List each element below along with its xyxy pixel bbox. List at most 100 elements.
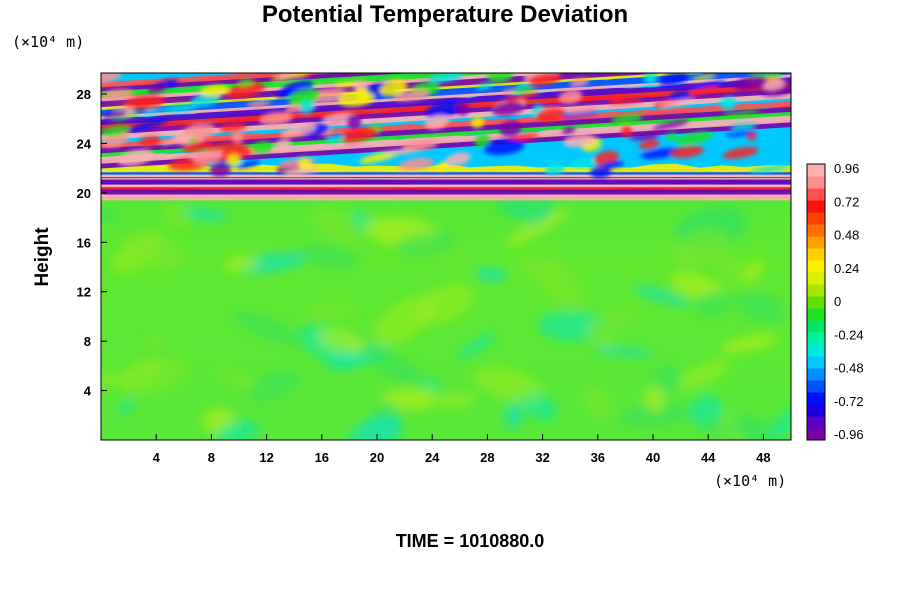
colorbar-swatch — [807, 284, 825, 297]
lower-swirl — [319, 328, 364, 354]
x-tick-label: 40 — [646, 450, 660, 465]
colorbar-swatch — [807, 212, 825, 225]
wave-blob — [658, 73, 689, 86]
colorbar-tick-label: -0.48 — [834, 361, 864, 376]
wave-blob — [669, 90, 692, 101]
colorbar-swatch — [807, 404, 825, 417]
boundary-stripe — [101, 174, 791, 178]
wave-band — [101, 73, 791, 116]
lower-swirl — [720, 333, 778, 353]
wave-blob — [101, 125, 131, 137]
lower-swirl — [121, 233, 185, 271]
colorbar-swatch — [807, 380, 825, 393]
wave-blob — [437, 161, 449, 171]
y-tick-label: 4 — [84, 384, 92, 399]
lower-swirl — [714, 254, 762, 291]
wave-blob — [563, 134, 596, 148]
wave-blob — [569, 78, 590, 87]
wave-blob — [491, 101, 525, 116]
lower-swirl — [142, 334, 167, 348]
wave-blob — [512, 86, 535, 94]
lower-swirl — [119, 357, 189, 396]
wave-blob — [475, 83, 494, 90]
wave-blob — [675, 131, 714, 145]
wave-band — [101, 73, 255, 83]
colorbar-swatch — [807, 308, 825, 321]
colorbar-tick-label: -0.72 — [834, 394, 864, 409]
lower-swirl — [770, 407, 791, 437]
wave-blob — [425, 101, 462, 119]
wave-blob — [251, 141, 274, 154]
wave-blob — [339, 126, 378, 143]
colorbar-swatch — [807, 428, 825, 441]
wave-blob — [425, 115, 450, 130]
colorbar-swatch — [807, 260, 825, 273]
colorbar-swatch — [807, 248, 825, 261]
lower-swirl — [304, 303, 357, 318]
colorbar-swatch — [807, 224, 825, 237]
lower-swirl — [233, 312, 305, 346]
wave-blob — [270, 73, 312, 81]
time-label: TIME = 1010880.0 — [395, 531, 545, 551]
wave-blob — [527, 73, 562, 86]
wave-blob — [499, 120, 522, 137]
colorbar-tick-label: -0.24 — [834, 327, 864, 342]
wave-blob — [209, 161, 232, 177]
wave-blob — [558, 89, 583, 104]
wave-blob — [139, 136, 161, 146]
wave-blob — [640, 147, 681, 160]
wave-blob — [590, 165, 612, 179]
lower-swirl — [583, 386, 612, 419]
wave-blob — [455, 102, 470, 116]
wave-blob — [102, 110, 128, 119]
wave-blob — [101, 89, 134, 100]
lower-swirl — [423, 379, 443, 390]
colorbar-tick-label: 0 — [834, 294, 841, 309]
wave-blob — [534, 107, 566, 122]
colorbar-tick-label: 0.96 — [834, 161, 859, 176]
x-tick-label: 48 — [756, 450, 770, 465]
wave-blob — [670, 145, 704, 159]
lower-swirl — [743, 260, 766, 280]
wave-blob — [652, 120, 690, 130]
lower-swirl — [589, 326, 614, 349]
wave-blob — [483, 139, 525, 155]
lower-swirl — [457, 332, 497, 360]
wave-blob — [123, 95, 165, 110]
wave-blob — [562, 127, 576, 135]
chart-title: Potential Temperature Deviation — [261, 1, 629, 28]
colorbar-tick-label: -0.96 — [834, 427, 864, 442]
wave-blob — [393, 90, 430, 102]
wave-blob — [334, 81, 359, 88]
y-axis-unit: (×10⁴ m) — [12, 33, 85, 51]
wave-blob — [101, 73, 123, 84]
wave-blob — [508, 133, 539, 142]
x-tick-label: 28 — [480, 450, 494, 465]
wave-blob — [160, 103, 199, 113]
lower-swirl — [436, 391, 477, 408]
colorbar — [806, 163, 826, 441]
wave-blob — [487, 73, 514, 84]
wave-blob — [280, 124, 317, 138]
x-tick-label: 12 — [259, 450, 273, 465]
boundary-stripe — [101, 194, 791, 198]
lower-swirl — [503, 403, 523, 429]
wave-blob — [160, 134, 196, 145]
colorbar-swatch — [807, 296, 825, 309]
wave-blob — [750, 164, 790, 173]
wave-blob — [659, 98, 696, 108]
wave-blob — [729, 123, 757, 131]
wave-blob — [274, 139, 292, 152]
lower-swirl — [694, 290, 732, 318]
lower-swirl — [394, 231, 454, 256]
lower-swirl — [347, 415, 403, 440]
x-axis-unit: (×10⁴ m) — [714, 472, 787, 490]
wave-blob — [238, 78, 254, 86]
boundary-stripe — [101, 179, 791, 183]
wave-blob — [470, 117, 485, 129]
wave-blob — [629, 133, 660, 141]
wave-blob — [299, 100, 315, 114]
wave-blob — [474, 134, 491, 149]
colorbar-swatch — [807, 416, 825, 429]
